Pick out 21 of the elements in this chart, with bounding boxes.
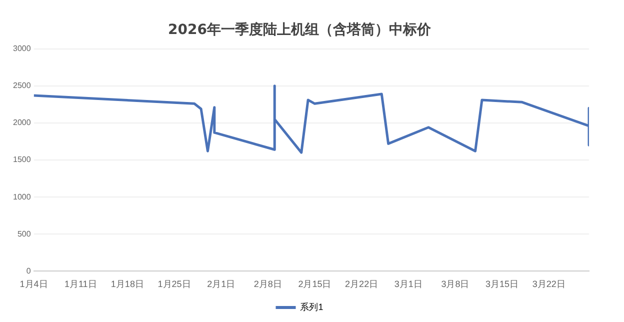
x-tick-label: 2月15日 (298, 279, 332, 290)
y-tick-label: 1000 (13, 192, 32, 202)
y-tick-label: 2500 (13, 81, 32, 90)
x-tick-label: 3月8日 (441, 279, 470, 290)
chart-title: 2026年一季度陆上机组（含塔筒）中标价 (168, 21, 432, 38)
x-tick-label: 1月18日 (110, 279, 144, 290)
y-tick-label: 1500 (13, 155, 32, 164)
x-tick-label: 1月11日 (64, 279, 97, 290)
y-tick-label: 3000 (13, 44, 32, 54)
x-tick-label: 2月1日 (207, 279, 236, 290)
x-tick-label: 1月25日 (158, 279, 191, 290)
x-tick-label: 3月22日 (532, 279, 566, 290)
x-tick-label: 3月1日 (394, 279, 422, 290)
x-tick-label: 3月15日 (486, 279, 519, 290)
y-tick-label: 0 (26, 266, 32, 276)
x-tick-label: 2月22日 (345, 279, 378, 290)
legend-label: 系列1 (300, 302, 324, 312)
x-tick-label: 2月8日 (254, 279, 282, 290)
y-tick-label: 500 (17, 229, 32, 238)
x-tick-label: 1月4日 (20, 279, 48, 290)
y-tick-label: 2000 (13, 118, 32, 128)
